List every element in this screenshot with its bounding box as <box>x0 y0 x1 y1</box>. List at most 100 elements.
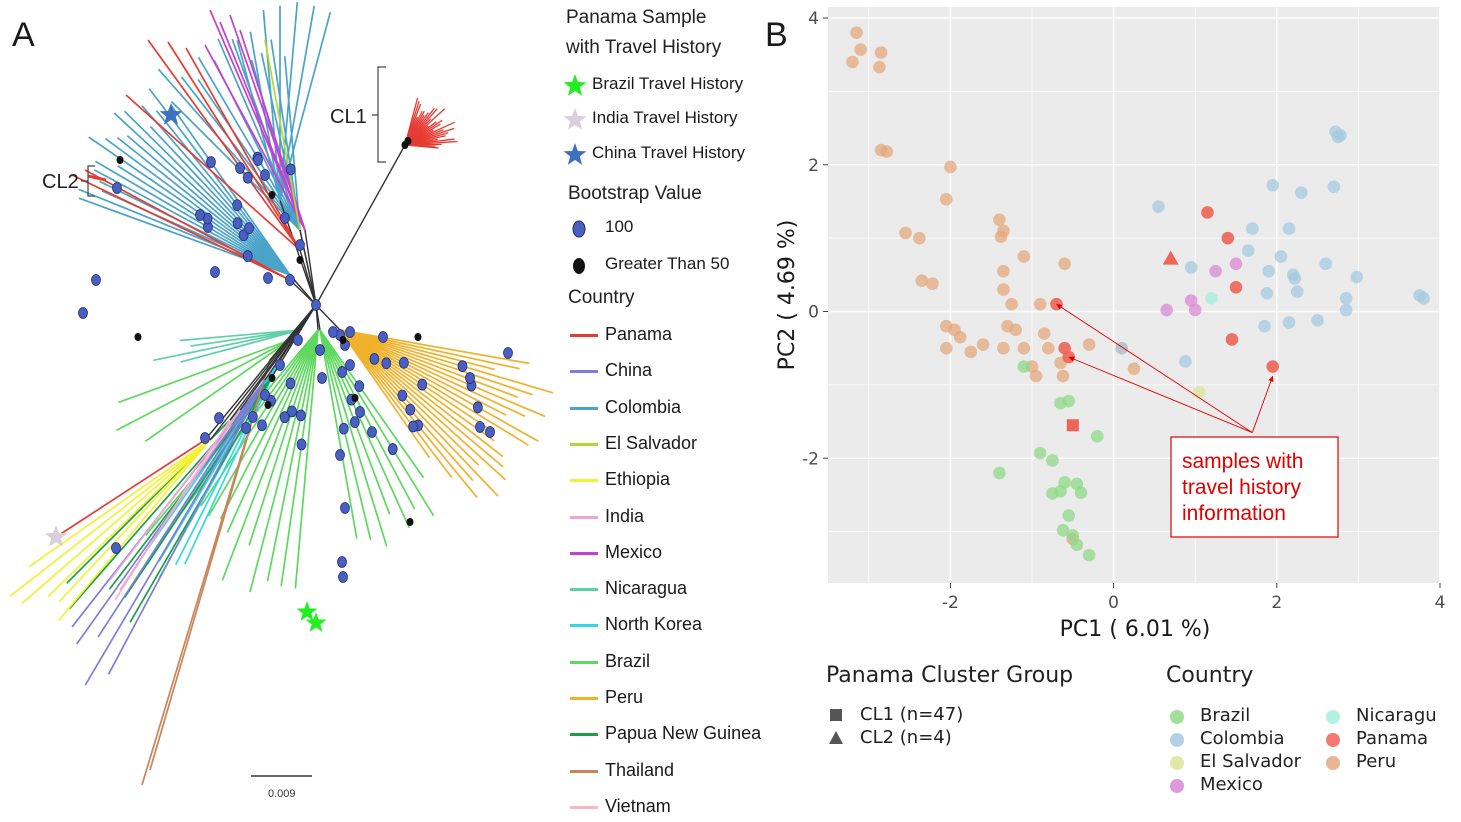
country-color-swatch <box>570 551 598 555</box>
tree-branch <box>204 44 306 231</box>
country-legend-item: Peru <box>560 685 790 713</box>
tree-branch <box>319 329 435 517</box>
tree-branch <box>144 339 291 443</box>
point-panama <box>1221 231 1235 245</box>
point-el-salvador <box>1192 385 1206 399</box>
tree-branch <box>339 329 533 396</box>
bootstrap-item-50: Greater Than 50 <box>560 252 790 280</box>
cl2-triangle-marker <box>1162 250 1179 265</box>
point-brazil <box>1062 509 1076 522</box>
tree-branch <box>84 379 266 686</box>
point-peru <box>993 213 1006 227</box>
annotation-text: information <box>1182 502 1286 525</box>
country-legend-item: China <box>560 358 790 386</box>
country-legend-label: Papua New Guinea <box>605 723 762 744</box>
bootstrap-100-node <box>354 380 365 393</box>
country-legend-item: Brazil <box>560 649 790 677</box>
bootstrap-50-node <box>134 333 142 341</box>
color-legend-label: Nicaragu <box>1356 705 1437 726</box>
annotation-arrow <box>1056 303 1253 433</box>
color-dot-icon <box>1326 710 1340 724</box>
point-brazil <box>1056 523 1070 537</box>
annotation-arrow <box>1068 356 1253 433</box>
color-dot-icon <box>1170 733 1184 747</box>
bootstrap-100-node <box>210 266 220 278</box>
bootstrap-100-node <box>293 334 303 346</box>
tree-branch <box>115 339 291 432</box>
travel-legend-title-1: Panama Sample <box>566 7 707 28</box>
country-color-swatch <box>570 588 598 592</box>
bootstrap-100-node <box>465 372 475 384</box>
cl1-label: CL1 <box>330 106 367 128</box>
annotation-text: travel history <box>1182 476 1302 499</box>
square-marker-icon <box>830 709 842 721</box>
tree-branch <box>153 329 301 362</box>
country-color-swatch <box>570 769 598 773</box>
color-legend-label: Brazil <box>1200 705 1251 726</box>
bootstrap-100-node <box>280 212 290 224</box>
tree-branch <box>404 144 439 149</box>
tree-branch <box>339 329 507 416</box>
tree-branch <box>319 329 358 539</box>
tree-branch <box>339 329 554 394</box>
tree-branch <box>294 329 319 589</box>
tree-branch <box>339 329 504 468</box>
point-peru <box>1033 297 1047 311</box>
bootstrap-100-node <box>355 406 365 418</box>
pca-scatter-plot: -2 0 2 4 -2 0 2 4 PC1 ( 6.01 %) PC2 ( 4.69 %) samp… <box>775 7 1445 642</box>
phylogenetic-tree: CL1 CL2 0.009 <box>9 1 554 800</box>
tree-branch <box>68 379 271 610</box>
tree-branch <box>236 40 281 201</box>
country-legend-label: Brazil <box>605 650 651 671</box>
tree-internal-branch <box>315 304 341 331</box>
point-mexico <box>1229 257 1243 271</box>
bootstrap-100-node <box>287 405 297 418</box>
bootstrap-100-node <box>279 411 290 424</box>
tree-branch <box>197 57 301 231</box>
tree-branches <box>9 1 554 786</box>
x-tick-label: 0 <box>1108 593 1119 613</box>
tree-internal-branch <box>315 144 406 306</box>
tree-branch <box>157 68 301 231</box>
country-color-swatch <box>570 624 598 628</box>
travel-item-china: China Travel History <box>560 141 790 169</box>
bootstrap-100-node <box>235 162 245 174</box>
point-peru <box>1037 327 1051 340</box>
point-peru <box>846 55 859 69</box>
point-peru <box>997 264 1010 278</box>
point-colombia <box>1350 270 1364 284</box>
tree-branch <box>57 439 211 622</box>
color-legend-label: Panama <box>1356 728 1429 749</box>
point-peru <box>953 330 967 344</box>
bootstrap-100-node <box>367 426 377 438</box>
bootstrap-100-node <box>260 389 270 401</box>
panel-a-letter: A <box>12 16 35 54</box>
bootstrap-100-node <box>315 344 325 356</box>
country-color-legend-title: Country <box>1166 663 1254 688</box>
bootstrap-100-node <box>397 389 408 402</box>
bootstrap-50-node <box>406 518 414 526</box>
star-shape <box>563 143 587 165</box>
point-brazil <box>993 466 1006 480</box>
point-peru <box>1042 341 1055 355</box>
bootstrap-100-node <box>206 156 216 168</box>
bootstrap-100-node <box>244 222 254 235</box>
tree-branch <box>219 21 306 231</box>
tree-branch <box>47 439 211 597</box>
point-peru <box>926 277 939 290</box>
point-peru <box>850 26 863 39</box>
bootstrap-100-node <box>91 274 101 286</box>
bootstrap-50-node <box>351 394 359 402</box>
data-points <box>846 26 1430 562</box>
point-brazil <box>1017 360 1031 373</box>
tree-branch <box>266 329 319 582</box>
point-mexico <box>1209 264 1222 278</box>
point-brazil <box>1046 454 1059 467</box>
bootstrap-100-node <box>295 239 305 251</box>
tree-branch <box>279 5 316 201</box>
point-colombia <box>1282 222 1296 235</box>
blue-star-icon <box>563 143 587 165</box>
bootstrap-100-node <box>112 182 122 194</box>
country-legend-label: North Korea <box>605 614 703 635</box>
bootstrap-100-node <box>242 171 253 184</box>
